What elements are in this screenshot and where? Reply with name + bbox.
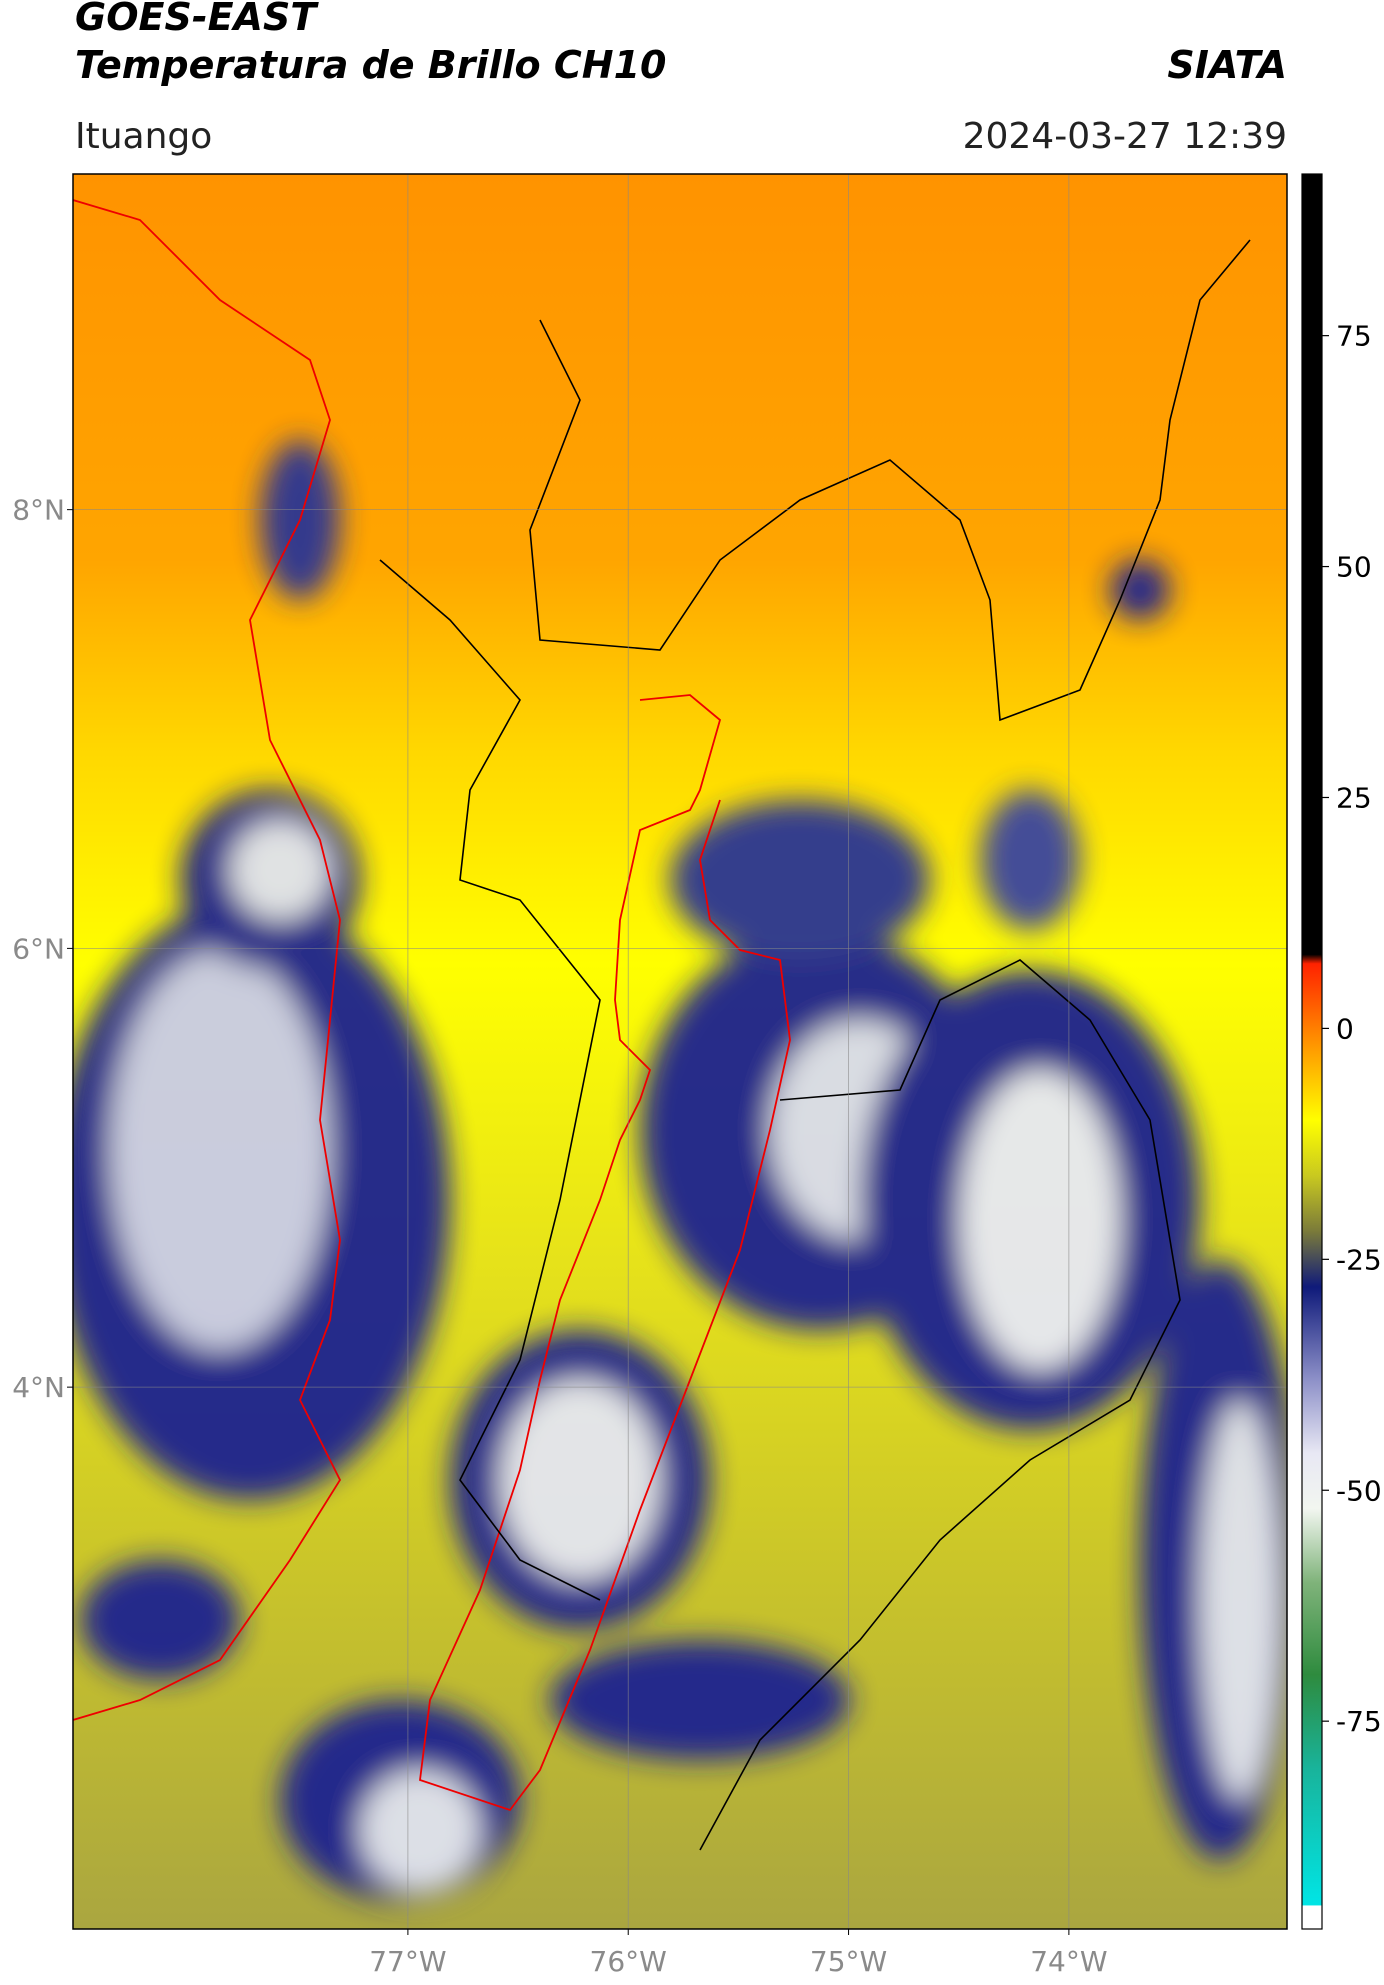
colorbar-fill [1301, 173, 1323, 1930]
lon-tick-label: 76°W [590, 1945, 667, 1978]
lat-tick-label: 4°N [12, 1371, 65, 1404]
colorbar-tick-label: -50 [1336, 1474, 1382, 1507]
datetime: 2024-03-27 12:39 [963, 116, 1287, 157]
lon-tick-label: 75°W [810, 1945, 887, 1978]
location: Ituango [75, 116, 212, 157]
lon-tick-label: 77°W [369, 1945, 446, 1978]
title: GOES-EAST [75, 0, 319, 39]
colorbar: 75 50 25 0 -25 -50 -75 [1301, 173, 1382, 1930]
map-frame [72, 173, 1288, 1930]
colorbar-tick-label: 25 [1336, 781, 1372, 814]
graticule: 8°N 6°N 4°N 77°W 76°W 75°W 74°W [12, 174, 1287, 1978]
lon-tick-label: 74°W [1030, 1945, 1107, 1978]
map-imagery [73, 174, 1287, 1929]
source: SIATA [1167, 43, 1287, 87]
colorbar-tick-label: -75 [1336, 1705, 1382, 1738]
colorbar-tick-label: 0 [1336, 1012, 1354, 1045]
lat-tick-label: 6°N [12, 932, 65, 965]
lat-tick-label: 8°N [12, 494, 65, 527]
colorbar-tick-label: 75 [1336, 320, 1372, 353]
subtitle: Temperatura de Brillo CH10 [75, 43, 666, 87]
colorbar-tick-label: 50 [1336, 551, 1372, 584]
colorbar-tick-label: -25 [1336, 1243, 1382, 1276]
